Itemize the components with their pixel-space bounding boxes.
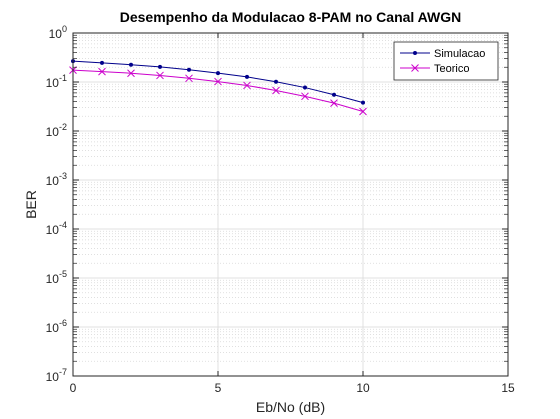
legend-entry: Teorico bbox=[400, 63, 469, 75]
data-point bbox=[129, 62, 133, 67]
x-marker-stroke bbox=[301, 92, 309, 101]
chart-title: Desempenho da Modulacao 8-PAM no Canal A… bbox=[120, 9, 461, 25]
x-marker-stroke bbox=[156, 71, 164, 80]
y-axis-label: BER bbox=[23, 190, 39, 219]
x-marker-stroke bbox=[98, 67, 106, 76]
y-tick-label: 10-4 bbox=[46, 220, 67, 237]
x-marker-stroke bbox=[127, 69, 135, 78]
data-point bbox=[274, 79, 278, 84]
legend-marker bbox=[413, 51, 417, 55]
x-axis-label: Eb/No (dB) bbox=[256, 399, 325, 415]
data-point bbox=[303, 85, 307, 90]
data-point bbox=[301, 92, 309, 101]
y-tick-label: 10-3 bbox=[46, 171, 67, 188]
minor-grid bbox=[73, 34, 508, 362]
x-marker-stroke bbox=[359, 107, 367, 116]
legend-marker bbox=[411, 64, 419, 72]
x-marker-stroke bbox=[330, 99, 338, 108]
x-marker-stroke bbox=[185, 74, 193, 83]
data-point bbox=[187, 67, 191, 72]
data-point bbox=[243, 81, 251, 90]
x-tick-label: 15 bbox=[501, 381, 515, 395]
y-tick-label: 100 bbox=[49, 24, 67, 41]
tick-marks bbox=[72, 32, 509, 377]
data-point bbox=[185, 74, 193, 83]
x-marker-stroke bbox=[272, 86, 280, 95]
data-point bbox=[158, 64, 162, 69]
y-tick-label: 10-5 bbox=[46, 269, 67, 286]
data-point bbox=[98, 67, 106, 76]
data-point bbox=[245, 74, 249, 79]
plot-frame bbox=[72, 32, 509, 377]
y-tick-label: 10-6 bbox=[46, 318, 67, 335]
data-point bbox=[330, 99, 338, 108]
data-point bbox=[156, 71, 164, 80]
x-tick-label: 0 bbox=[70, 381, 77, 395]
y-tick-label: 10-1 bbox=[46, 73, 67, 90]
data-point bbox=[359, 107, 367, 116]
data-point bbox=[216, 71, 220, 76]
data-point bbox=[100, 60, 104, 65]
x-marker-stroke bbox=[243, 81, 251, 90]
data-point bbox=[332, 92, 336, 97]
data-point bbox=[361, 100, 365, 105]
data-point bbox=[214, 77, 222, 86]
legend-box bbox=[393, 41, 499, 81]
y-tick-label: 10-7 bbox=[46, 367, 67, 384]
y-tick-labels: 100 10-1 10-2 10-3 10-4 10-5 10-6 10-7 bbox=[46, 24, 67, 384]
x-tick-label: 10 bbox=[356, 381, 370, 395]
legend-label: Teorico bbox=[434, 63, 469, 75]
data-point bbox=[127, 69, 135, 78]
x-tick-label: 5 bbox=[215, 381, 222, 395]
data-point bbox=[272, 86, 280, 95]
y-tick-label: 10-2 bbox=[46, 122, 67, 139]
x-tick-labels: 0 5 10 15 bbox=[70, 381, 515, 395]
legend: Simulacao Teorico bbox=[393, 41, 499, 81]
plot-area bbox=[73, 33, 508, 376]
x-marker-stroke bbox=[214, 77, 222, 86]
legend-entry: Simulacao bbox=[400, 48, 485, 60]
legend-label: Simulacao bbox=[434, 48, 485, 60]
